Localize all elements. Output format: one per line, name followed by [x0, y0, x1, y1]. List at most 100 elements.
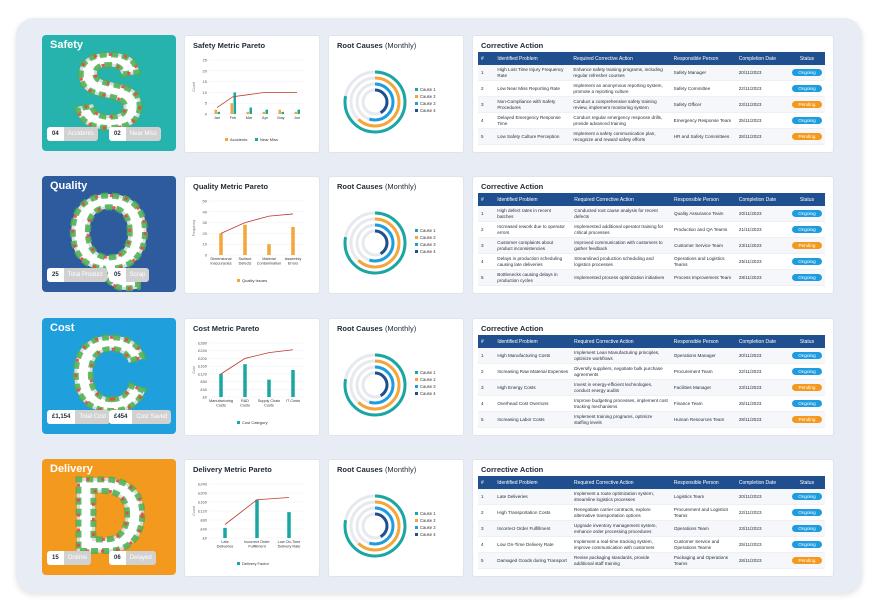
table-row[interactable]: 5 Low Safety Culture Perception Implement … — [478, 128, 825, 145]
table-row[interactable]: 3 Incorrect Order Fulfillment Upgrade inve… — [478, 520, 825, 537]
status-badge[interactable]: Ongoing — [791, 273, 822, 282]
legend-swatch — [237, 421, 240, 424]
root-causes-card: Root Causes (Monthly) Cause 1 Cause 2 Cause… — [328, 35, 464, 153]
table-row[interactable]: 1 High Lost Time Injury Frequency Rate Enh… — [478, 65, 825, 81]
stat-pill-ontime: 15 Ontime — [47, 551, 92, 565]
section-title: Quality — [50, 180, 88, 192]
table-cell: Procurement Team — [670, 363, 736, 380]
table-row[interactable]: 4 Overhead Cost Overruns Improve budgeting… — [478, 395, 825, 412]
table-cell: Bottlenecks causing delays in production… — [494, 269, 572, 286]
table-header-cell[interactable]: Required Corrective Action — [571, 476, 671, 489]
table-row[interactable]: 3 High Energy Costs Invest in energy-effic… — [478, 379, 825, 396]
table-row[interactable]: 4 Delayed Emergency Response Time Conduct … — [478, 112, 825, 129]
table-cell: Ongoing — [788, 253, 825, 270]
status-badge[interactable]: Ongoing — [791, 367, 822, 376]
section-row-cost: C C C Cost £1,154 Total Cost £454 Cost Saved Cos… — [36, 316, 844, 440]
x-tick-label: Costs — [240, 404, 250, 408]
cause-swatch — [415, 519, 418, 522]
table-cell: High Lost Time Injury Frequency Rate — [494, 65, 571, 81]
table-header-cell[interactable]: Required Corrective Action — [570, 52, 671, 65]
table-header-cell[interactable]: # — [478, 193, 495, 206]
status-badge[interactable]: Ongoing — [791, 209, 822, 218]
bar — [230, 103, 233, 114]
table-header-cell[interactable]: Status — [788, 476, 825, 489]
status-badge[interactable]: Ongoing — [791, 68, 822, 77]
table-row[interactable]: 2 Increasing Raw Material Expenses Diversi… — [478, 363, 825, 380]
status-badge[interactable]: Ongoing — [791, 399, 822, 408]
table-header-cell[interactable]: Responsible Person — [671, 193, 736, 206]
table-header-cell[interactable]: Responsible Person — [670, 335, 736, 348]
table-row[interactable]: 3 Non-Compliance with Safety Procedures Co… — [478, 96, 825, 113]
table-row[interactable]: 1 High defect rates in recent batches Cond… — [478, 206, 825, 222]
y-tick-label: £160 — [198, 364, 208, 369]
y-tick-label: 20 — [203, 68, 208, 73]
table-header-cell[interactable]: Completion Date — [735, 335, 789, 348]
status-badge[interactable]: Ongoing — [791, 524, 822, 533]
y-tick-label: £80 — [200, 518, 207, 523]
table-header-cell[interactable]: Identified Problem — [494, 476, 572, 489]
table-row[interactable]: 4 Delays in production scheduling causing… — [478, 253, 825, 270]
table-row[interactable]: 1 High Manufacturing Costs Implement Lean … — [478, 348, 825, 364]
stat-value: 05 — [114, 272, 121, 278]
status-badge[interactable]: Ongoing — [791, 84, 822, 93]
status-badge[interactable]: Pending — [791, 415, 822, 424]
stat-pill-cost-saved: £454 Cost Saved — [109, 410, 172, 424]
table-header-cell[interactable]: Completion Date — [735, 476, 789, 489]
table-cell: Production and QA Teams — [671, 221, 736, 238]
pareto-title: Safety Metric Pareto — [193, 41, 266, 50]
status-badge[interactable]: Ongoing — [791, 225, 822, 234]
status-badge[interactable]: Pending — [791, 556, 822, 565]
status-badge[interactable]: Pending — [791, 132, 822, 141]
status-badge[interactable]: Pending — [791, 241, 822, 250]
table-header-cell[interactable]: Completion Date — [735, 52, 789, 65]
table-header-cell[interactable]: Status — [788, 335, 825, 348]
table-cell: Overhead Cost Overruns — [494, 395, 572, 412]
table-header-cell[interactable]: Status — [788, 52, 825, 65]
pareto-card: Quality Metric Pareto 0 10 20 30 40 50 Frequenc… — [184, 176, 320, 294]
table-header-cell[interactable]: # — [478, 52, 495, 65]
y-tick-label: £40 — [200, 527, 207, 532]
table-header-cell[interactable]: Completion Date — [735, 193, 789, 206]
table-row[interactable]: 1 Late Deliveries Implement a route optimi… — [478, 489, 825, 505]
table-cell: Revise packaging standards, provide addi… — [571, 552, 671, 569]
table-header-cell[interactable]: Identified Problem — [494, 193, 572, 206]
status-badge[interactable]: Ongoing — [791, 508, 822, 517]
table-cell: Procurement and Logistics Teams — [670, 504, 736, 521]
table-header-cell[interactable]: Identified Problem — [494, 335, 572, 348]
status-badge[interactable]: Ongoing — [791, 351, 822, 360]
table-row[interactable]: 2 Low Near Miss Reporting Rate Implement a… — [478, 80, 825, 97]
status-badge[interactable]: Ongoing — [791, 492, 822, 501]
section-title: Delivery — [50, 463, 93, 475]
bar — [217, 111, 220, 114]
status-badge[interactable]: Pending — [791, 100, 822, 109]
table-cell: High Energy Costs — [494, 379, 572, 396]
table-row[interactable]: 2 High Transportation Costs Renegotiate ca… — [478, 504, 825, 521]
status-badge[interactable]: Ongoing — [791, 116, 822, 125]
y-tick-label: £160 — [198, 500, 208, 505]
table-header-cell[interactable]: Responsible Person — [670, 52, 736, 65]
table-header-cell[interactable]: Responsible Person — [670, 476, 736, 489]
table-row[interactable]: 2 Increased rework due to operator errors… — [478, 221, 825, 238]
table-header-cell[interactable]: Required Corrective Action — [571, 335, 671, 348]
ring-arc — [349, 359, 401, 411]
status-badge[interactable]: Ongoing — [791, 540, 822, 549]
table-header-cell[interactable]: Identified Problem — [494, 52, 571, 65]
status-badge[interactable]: Pending — [791, 383, 822, 392]
table-row[interactable]: 5 Bottlenecks causing delays in productio… — [478, 269, 825, 286]
table-cell: 1 — [478, 348, 495, 364]
cause-swatch — [415, 526, 418, 529]
table-cell: 1 — [478, 65, 495, 81]
table-cell: Implemented process optimization initiat… — [571, 269, 672, 286]
status-badge[interactable]: Ongoing — [791, 257, 822, 266]
table-row[interactable]: 3 Customer complaints about product incon… — [478, 237, 825, 254]
stat-value: 02 — [114, 131, 121, 137]
pareto-line — [224, 497, 290, 525]
table-row[interactable]: 5 Increasing Labor Costs Implement trainin… — [478, 411, 825, 428]
table-row[interactable]: 5 Damaged Goods during Transport Revise pa… — [478, 552, 825, 569]
table-row[interactable]: 4 Low On-Time Delivery Rate Implement a re… — [478, 536, 825, 553]
table-header-cell[interactable]: Required Corrective Action — [571, 193, 672, 206]
table-header-cell[interactable]: # — [478, 335, 495, 348]
table-header-cell[interactable]: Status — [788, 193, 825, 206]
table-cell: Increased rework due to operator errors — [494, 221, 572, 238]
table-header-cell[interactable]: # — [478, 476, 495, 489]
